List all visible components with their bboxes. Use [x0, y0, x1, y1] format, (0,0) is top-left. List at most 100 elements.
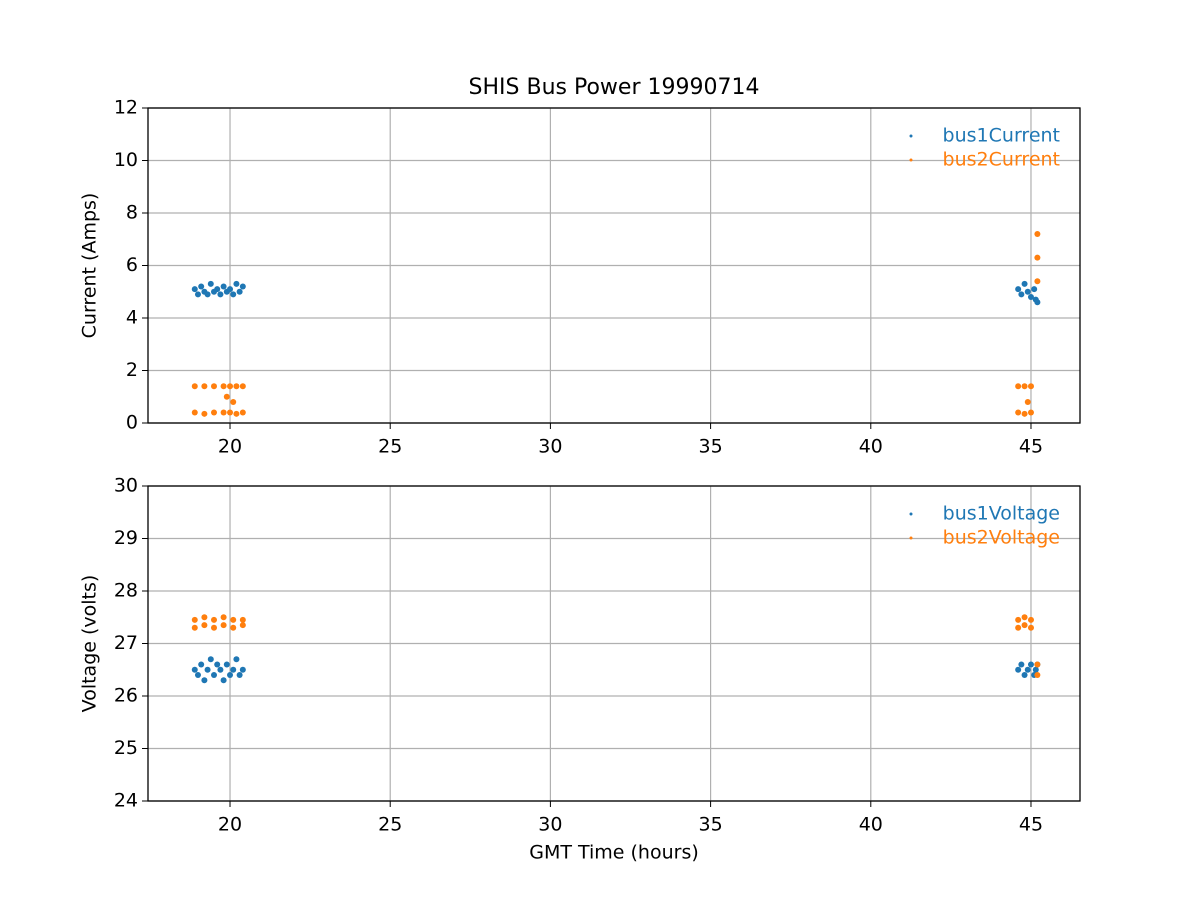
- y-tick-label: 30: [114, 475, 138, 497]
- point: [227, 409, 234, 416]
- point: [201, 622, 208, 629]
- point: [1021, 622, 1028, 629]
- y-tick-label: 26: [114, 685, 138, 707]
- point: [233, 410, 240, 417]
- point: [214, 286, 221, 293]
- point: [236, 672, 243, 678]
- point: [233, 656, 240, 663]
- point: [1027, 383, 1034, 390]
- point: [1018, 291, 1025, 298]
- point: [201, 410, 208, 417]
- point: [1034, 299, 1041, 306]
- chart-title: SHIS Bus Power 19990714: [469, 75, 760, 100]
- point: [239, 622, 246, 629]
- point: [239, 666, 246, 673]
- point: [191, 286, 198, 293]
- x-tick-label: 40: [859, 814, 883, 836]
- legend-label: bus2Voltage: [943, 527, 1060, 549]
- point: [1031, 286, 1038, 293]
- point: [223, 661, 230, 668]
- point: [1024, 288, 1031, 295]
- point: [227, 383, 234, 390]
- point: [1015, 409, 1022, 416]
- y-tick-label: 10: [114, 149, 138, 171]
- point: [1024, 399, 1031, 405]
- point: [1021, 410, 1028, 417]
- x-tick-label: 20: [218, 436, 242, 458]
- point: [230, 666, 237, 673]
- point: [239, 383, 246, 390]
- x-tick-label: 35: [699, 436, 723, 458]
- point: [1027, 661, 1034, 668]
- point: [1034, 231, 1041, 237]
- point: [1021, 280, 1028, 287]
- x-tick-label: 25: [378, 436, 402, 458]
- legend-marker: [909, 158, 913, 162]
- point: [1015, 286, 1022, 293]
- x-axis-label: GMT Time (hours): [529, 842, 699, 864]
- point: [1015, 624, 1022, 631]
- y-tick-label: 0: [126, 412, 138, 434]
- point: [217, 666, 224, 673]
- point: [1034, 672, 1041, 678]
- x-tick-label: 30: [538, 436, 562, 458]
- point: [191, 409, 198, 416]
- point: [201, 677, 208, 684]
- point: [198, 661, 205, 668]
- point: [233, 280, 240, 287]
- point: [239, 616, 246, 623]
- point: [1015, 666, 1022, 673]
- point: [220, 383, 227, 390]
- point: [1021, 383, 1028, 390]
- point: [201, 614, 208, 621]
- y-tick-label: 8: [126, 202, 138, 224]
- legend-marker: [909, 512, 913, 516]
- point: [1021, 672, 1028, 678]
- point: [214, 661, 221, 668]
- y-tick-label: 2: [126, 359, 138, 381]
- y-tick-label: 6: [126, 254, 138, 276]
- y-tick-label: 27: [114, 632, 138, 654]
- legend-label: bus1Voltage: [943, 503, 1060, 525]
- point: [210, 624, 217, 631]
- point: [230, 399, 237, 405]
- point: [210, 672, 217, 678]
- point: [201, 383, 208, 390]
- point: [191, 666, 198, 673]
- point: [239, 283, 246, 290]
- point: [1024, 666, 1031, 673]
- point: [1034, 278, 1041, 285]
- x-tick-label: 30: [538, 814, 562, 836]
- point: [239, 409, 246, 416]
- point: [191, 616, 198, 623]
- legend-marker: [909, 134, 913, 138]
- point: [1027, 624, 1034, 631]
- y-axis-label: Voltage (volts): [79, 575, 101, 713]
- point: [217, 291, 224, 298]
- point: [198, 283, 205, 290]
- x-tick-label: 25: [378, 814, 402, 836]
- point: [230, 291, 237, 298]
- point: [210, 616, 217, 623]
- point: [236, 288, 243, 295]
- point: [1027, 294, 1034, 300]
- point: [223, 393, 230, 400]
- point: [220, 409, 227, 416]
- x-tick-label: 45: [1019, 436, 1043, 458]
- point: [220, 677, 227, 684]
- point: [233, 383, 240, 390]
- x-tick-label: 20: [218, 814, 242, 836]
- point: [230, 624, 237, 631]
- point: [220, 283, 227, 290]
- point: [227, 672, 234, 678]
- point: [1034, 661, 1041, 668]
- point: [1027, 409, 1034, 416]
- point: [204, 291, 211, 298]
- point: [194, 291, 201, 298]
- point: [191, 624, 198, 631]
- y-axis-label: Current (Amps): [79, 193, 101, 339]
- point: [204, 666, 211, 673]
- y-tick-label: 24: [114, 790, 138, 812]
- point: [220, 622, 227, 629]
